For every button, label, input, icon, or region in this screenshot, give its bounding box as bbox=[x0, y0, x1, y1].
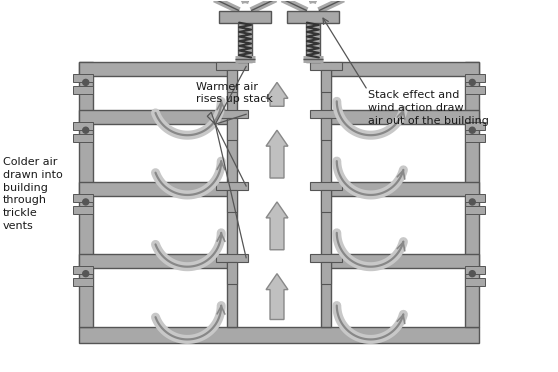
Bar bbox=[73, 74, 93, 82]
Bar bbox=[238, 13, 252, 62]
Circle shape bbox=[469, 271, 475, 277]
Bar bbox=[79, 110, 227, 124]
Bar bbox=[321, 190, 331, 212]
Bar bbox=[331, 254, 479, 268]
Bar bbox=[465, 206, 485, 214]
Bar bbox=[217, 182, 248, 190]
Bar bbox=[310, 110, 341, 118]
Circle shape bbox=[83, 127, 89, 133]
Text: Warmer air
rises up stack: Warmer air rises up stack bbox=[196, 81, 273, 104]
Bar bbox=[217, 254, 248, 262]
Text: Colder air
drawn into
building
through
trickle
vents: Colder air drawn into building through t… bbox=[3, 157, 63, 231]
FancyArrow shape bbox=[266, 202, 288, 250]
Bar bbox=[73, 194, 93, 202]
Bar bbox=[73, 278, 93, 286]
Bar bbox=[79, 327, 479, 343]
Bar bbox=[310, 62, 341, 70]
Bar bbox=[465, 62, 479, 327]
Bar bbox=[227, 190, 237, 212]
Bar bbox=[331, 182, 479, 196]
Bar bbox=[79, 62, 93, 327]
Bar bbox=[321, 70, 331, 92]
Bar bbox=[321, 118, 331, 140]
Circle shape bbox=[469, 127, 475, 133]
Bar bbox=[465, 134, 485, 142]
Bar bbox=[331, 110, 479, 124]
Bar bbox=[79, 62, 227, 76]
Circle shape bbox=[83, 79, 89, 86]
Bar bbox=[227, 118, 237, 140]
Bar bbox=[465, 86, 485, 94]
Bar bbox=[287, 11, 339, 23]
Bar bbox=[219, 11, 271, 23]
Bar bbox=[465, 74, 485, 82]
Bar bbox=[73, 134, 93, 142]
Bar bbox=[321, 262, 331, 283]
Circle shape bbox=[469, 199, 475, 205]
FancyArrow shape bbox=[266, 130, 288, 178]
Bar bbox=[465, 266, 485, 274]
Bar bbox=[465, 194, 485, 202]
Bar bbox=[73, 206, 93, 214]
FancyArrow shape bbox=[266, 274, 288, 320]
Bar bbox=[217, 62, 248, 70]
Bar bbox=[321, 62, 331, 327]
Circle shape bbox=[469, 79, 475, 86]
Bar bbox=[227, 62, 237, 327]
Bar bbox=[465, 122, 485, 130]
Bar bbox=[227, 262, 237, 283]
Circle shape bbox=[83, 199, 89, 205]
FancyArrow shape bbox=[266, 82, 288, 106]
Bar bbox=[310, 182, 341, 190]
Bar bbox=[73, 122, 93, 130]
Bar bbox=[331, 62, 479, 76]
Text: Stack effect and
wind action draw
air out of the building: Stack effect and wind action draw air ou… bbox=[368, 90, 489, 126]
Bar bbox=[79, 254, 227, 268]
Bar bbox=[79, 182, 227, 196]
Circle shape bbox=[83, 271, 89, 277]
Bar bbox=[73, 266, 93, 274]
Bar bbox=[227, 70, 237, 92]
Bar bbox=[310, 254, 341, 262]
Bar bbox=[306, 13, 320, 62]
Bar bbox=[73, 86, 93, 94]
Bar bbox=[217, 110, 248, 118]
Bar bbox=[465, 278, 485, 286]
